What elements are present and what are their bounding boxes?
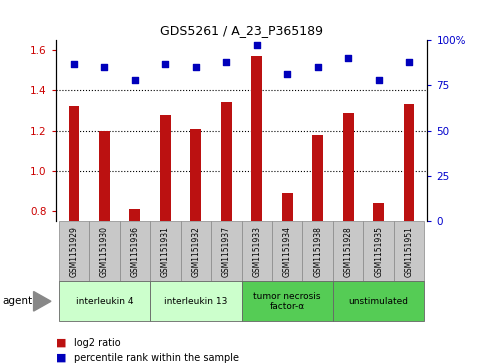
Bar <box>282 193 293 363</box>
Bar <box>272 221 302 281</box>
Bar <box>58 221 89 281</box>
Bar <box>404 105 414 363</box>
Point <box>375 77 383 83</box>
Text: GSM1151930: GSM1151930 <box>100 226 109 277</box>
Text: GSM1151936: GSM1151936 <box>130 226 139 277</box>
Bar <box>99 131 110 363</box>
Bar <box>252 56 262 363</box>
Bar <box>211 221 242 281</box>
Polygon shape <box>34 291 51 311</box>
Title: GDS5261 / A_23_P365189: GDS5261 / A_23_P365189 <box>160 24 323 37</box>
Point <box>70 61 78 66</box>
Text: GSM1151933: GSM1151933 <box>252 226 261 277</box>
Text: unstimulated: unstimulated <box>349 297 409 306</box>
Point <box>222 59 230 65</box>
Point <box>344 55 352 61</box>
Text: GSM1151951: GSM1151951 <box>405 226 413 277</box>
Text: interleukin 4: interleukin 4 <box>75 297 133 306</box>
Bar <box>160 115 170 363</box>
Bar <box>394 221 425 281</box>
Bar <box>333 221 363 281</box>
Bar <box>333 281 425 321</box>
Text: GSM1151935: GSM1151935 <box>374 226 383 277</box>
Bar <box>58 281 150 321</box>
Text: GSM1151931: GSM1151931 <box>161 226 170 277</box>
Bar <box>129 209 140 363</box>
Bar <box>150 221 181 281</box>
Text: ■: ■ <box>56 352 66 363</box>
Text: GSM1151938: GSM1151938 <box>313 226 322 277</box>
Bar <box>120 221 150 281</box>
Point <box>405 59 413 65</box>
Text: GSM1151928: GSM1151928 <box>344 226 353 277</box>
Point <box>131 77 139 83</box>
Bar <box>343 113 354 363</box>
Text: ■: ■ <box>56 338 66 348</box>
Bar <box>313 135 323 363</box>
Text: GSM1151932: GSM1151932 <box>191 226 200 277</box>
Text: percentile rank within the sample: percentile rank within the sample <box>74 352 239 363</box>
Point <box>314 64 322 70</box>
Text: log2 ratio: log2 ratio <box>74 338 121 348</box>
Bar <box>242 221 272 281</box>
Text: GSM1151937: GSM1151937 <box>222 226 231 277</box>
Bar <box>69 106 79 363</box>
Bar <box>221 102 231 363</box>
Bar <box>302 221 333 281</box>
Text: agent: agent <box>2 296 32 306</box>
Bar <box>89 221 120 281</box>
Point <box>253 42 261 48</box>
Point <box>161 61 169 66</box>
Point <box>100 64 108 70</box>
Text: GSM1151934: GSM1151934 <box>283 226 292 277</box>
Point <box>192 64 199 70</box>
Text: tumor necrosis
factor-α: tumor necrosis factor-α <box>254 291 321 311</box>
Point <box>284 72 291 77</box>
Text: GSM1151929: GSM1151929 <box>70 226 78 277</box>
Bar <box>150 281 242 321</box>
Bar <box>242 281 333 321</box>
Bar <box>181 221 211 281</box>
Bar <box>190 129 201 363</box>
Text: interleukin 13: interleukin 13 <box>164 297 227 306</box>
Bar <box>373 203 384 363</box>
Bar <box>363 221 394 281</box>
